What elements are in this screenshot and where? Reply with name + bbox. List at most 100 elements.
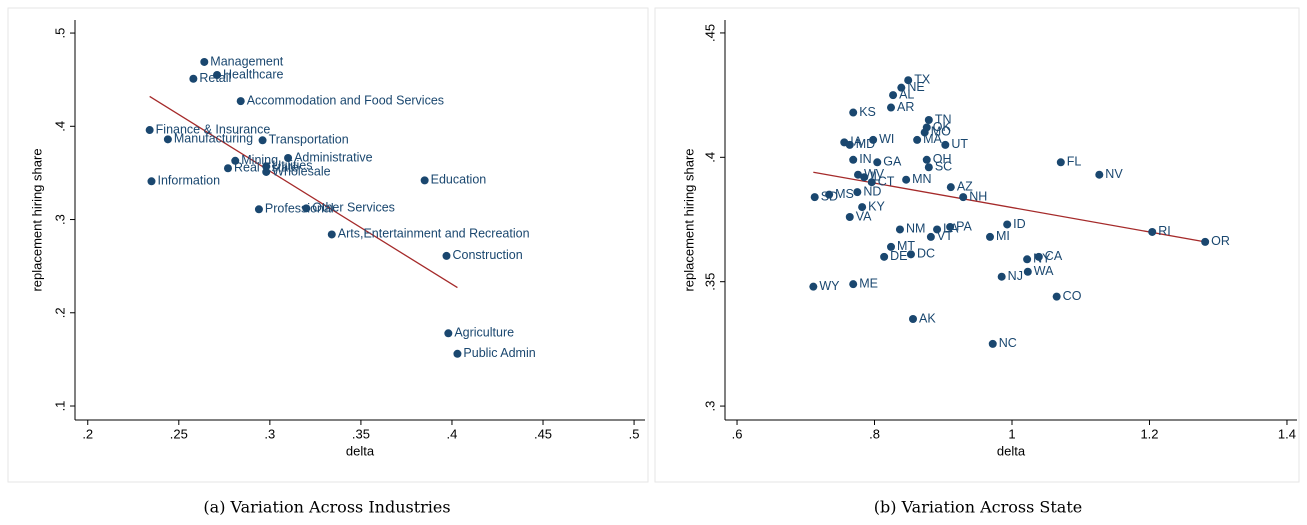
x-tick-label: .35	[352, 426, 370, 441]
point	[887, 103, 896, 112]
x-tick-label: 1.4	[1278, 426, 1296, 441]
point	[284, 153, 293, 162]
point	[849, 280, 858, 289]
point-label: IL	[870, 170, 880, 184]
y-tick-label: .1	[52, 401, 67, 412]
point	[880, 252, 889, 261]
point	[895, 225, 904, 234]
point-label: WI	[879, 132, 894, 146]
point	[231, 156, 240, 165]
point-label: Healthcare	[223, 67, 283, 81]
point-label: MI	[996, 229, 1010, 243]
point-label: VA	[856, 209, 872, 223]
point-label: ND	[863, 184, 881, 198]
point	[453, 349, 462, 358]
point	[909, 315, 918, 324]
point-label: DE	[890, 249, 907, 263]
point	[163, 135, 172, 144]
x-tick-label: .6	[732, 426, 743, 441]
point	[1003, 220, 1012, 229]
point-label: FL	[1067, 155, 1082, 169]
point	[902, 175, 911, 184]
point-label: TN	[935, 112, 952, 126]
point	[1034, 252, 1043, 261]
point	[924, 116, 933, 124]
point-label: Administrative	[294, 150, 373, 164]
point-label: WA	[1034, 264, 1054, 278]
point	[849, 155, 858, 164]
point-label: NM	[906, 222, 925, 236]
point-label: Public Admin	[463, 346, 535, 360]
point	[988, 339, 997, 348]
point-label: NH	[969, 189, 987, 203]
point	[904, 76, 913, 85]
point	[1023, 267, 1032, 276]
point	[867, 178, 876, 187]
point-label: Information	[157, 174, 220, 188]
y-axis-title: replacement hiring share	[29, 148, 44, 291]
point-label: IN	[859, 152, 872, 166]
point-label: Retail	[199, 71, 231, 85]
point-label: AL	[899, 87, 914, 101]
point	[1095, 170, 1104, 179]
point-label: PA	[956, 219, 972, 233]
y-tick-label: .2	[52, 307, 67, 318]
point	[145, 126, 154, 135]
point	[262, 167, 271, 176]
point-label: Management	[210, 54, 283, 68]
point	[825, 190, 834, 199]
x-tick-label: .2	[82, 426, 93, 441]
point	[941, 140, 950, 149]
y-tick-label: .35	[702, 273, 717, 291]
point	[849, 108, 858, 117]
y-tick-label: .4	[52, 121, 67, 132]
y-tick-label: .3	[52, 214, 67, 225]
point-label: Finance & Insurance	[156, 122, 271, 136]
point-label: MS	[835, 187, 854, 201]
x-axis-title: delta	[997, 443, 1026, 458]
point	[223, 164, 232, 173]
point-label: MA	[923, 132, 942, 146]
point-label: TX	[914, 72, 931, 86]
fit-line	[149, 95, 458, 289]
point	[997, 272, 1006, 281]
point-label: AZ	[957, 179, 973, 193]
point	[854, 170, 863, 179]
point	[869, 135, 878, 144]
point-label: ME	[859, 276, 878, 290]
point	[213, 71, 222, 80]
point-label: KS	[859, 105, 876, 119]
point-label: UT	[951, 137, 968, 151]
panel-frame	[7, 7, 649, 483]
x-tick-label: 1.2	[1140, 426, 1158, 441]
point-label: NY	[1033, 252, 1051, 266]
x-tick-label: .45	[534, 426, 552, 441]
point	[926, 232, 935, 241]
point-label: ID	[1013, 217, 1026, 231]
point-label: Manufacturing	[174, 132, 253, 146]
point-label: OH	[933, 152, 952, 166]
point	[887, 242, 896, 251]
point	[906, 250, 915, 259]
point-label: WV	[864, 167, 885, 181]
point-label: NC	[999, 336, 1017, 350]
point-label: Construction	[453, 248, 523, 262]
point-label: WY	[819, 279, 840, 293]
caption: (a) Variation Across Industries	[203, 498, 450, 517]
point-label: Wholesale	[272, 164, 330, 178]
x-tick-label: .3	[264, 426, 275, 441]
point	[1201, 237, 1210, 246]
point-label: Accommodation and Food Services	[247, 93, 444, 107]
caption: (b) Variation Across State	[874, 498, 1082, 517]
point	[444, 329, 453, 338]
point-label: LA	[943, 222, 959, 236]
y-tick-label: .4	[702, 152, 717, 163]
point	[147, 177, 156, 186]
point-label: CA	[1045, 249, 1063, 263]
y-tick-label: .5	[52, 28, 67, 39]
point-label: AK	[919, 311, 936, 325]
point	[809, 282, 818, 291]
point	[262, 162, 271, 171]
point-label: OR	[1211, 234, 1230, 248]
